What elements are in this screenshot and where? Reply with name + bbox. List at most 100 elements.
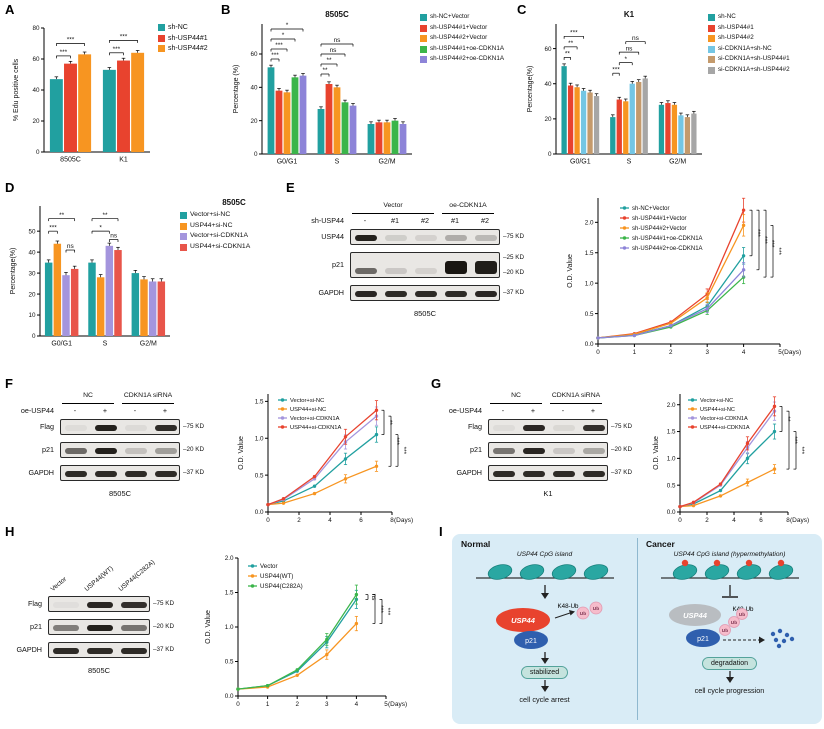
- legend-label: sh-USP44#1+oe-CDKN1A: [430, 44, 505, 52]
- lane-group-label: Vector: [352, 202, 434, 214]
- sig-label: ns: [632, 35, 640, 42]
- lane-group-label: CDKN1A siRNA: [550, 392, 602, 404]
- y-tick-label: 1.0: [585, 280, 594, 287]
- sig-label: *: [286, 22, 289, 29]
- legend-label: sh-USP44#1: [718, 23, 754, 31]
- p21-label: p21: [525, 638, 537, 645]
- legend-item: Vector+si-CDKN1A: [180, 232, 250, 240]
- y-tick-label: 60: [544, 46, 552, 53]
- lane-label: #2: [481, 216, 489, 225]
- y-axis-title: O.D. Value: [653, 436, 660, 470]
- protein-band: [384, 291, 408, 297]
- legend-label: USP44+si-NC: [290, 407, 326, 413]
- down-arrow-icon: [540, 585, 549, 599]
- protein-band: [354, 291, 378, 297]
- protein-label: GAPDH: [318, 288, 344, 297]
- x-category-label: G2/M: [378, 159, 395, 166]
- degradation-box: degradation: [702, 657, 757, 670]
- bar: [642, 78, 648, 154]
- legend-swatch-dot: [250, 584, 255, 588]
- lane-label: -: [133, 406, 137, 415]
- x-axis-title: (Days): [790, 517, 809, 524]
- y-tick-label: 1.5: [225, 590, 234, 597]
- legend-label: USP44+si-CDKN1A: [290, 425, 342, 431]
- molecular-weight-marker: –37 KD: [611, 469, 633, 476]
- data-point: [265, 683, 270, 688]
- legend-item: si-CDKN1A+sh-USP44#1: [708, 56, 790, 63]
- x-tick-label: 4: [328, 517, 332, 524]
- legend-swatch-dot: [690, 425, 695, 429]
- legend-item: si-CDKN1A+sh-USP44#2: [708, 66, 790, 74]
- legend-label: Vector+si-NC: [700, 398, 733, 404]
- x-category-label: K1: [119, 157, 128, 164]
- cell-line-label: 8505C: [87, 666, 111, 675]
- legend-label: si-CDKN1A+sh-NC: [718, 44, 772, 52]
- x-tick-label: 5: [384, 701, 388, 708]
- legend-label: Vector+si-CDKN1A: [290, 416, 340, 422]
- blot-strip: [48, 596, 150, 612]
- molecular-weight-marker: –20 KD: [611, 446, 633, 453]
- ubiquitin-icon: [576, 606, 589, 620]
- data-point: [678, 504, 682, 509]
- cell-line-label: 8505C: [413, 309, 437, 318]
- panel-label-C: C: [517, 2, 527, 17]
- usp44-label: USP44: [511, 616, 536, 625]
- lane-label-diagonal: USP44(WT): [83, 565, 115, 593]
- bar: [391, 120, 399, 154]
- blot-strip: [488, 465, 608, 481]
- legend-swatch-dot: [280, 398, 285, 402]
- legend-swatch: [708, 56, 715, 63]
- protein-band: [64, 471, 88, 477]
- lane-group-label: NC: [62, 392, 114, 404]
- y-tick-label: 0.5: [667, 482, 676, 489]
- lane-label: -: [73, 406, 77, 415]
- protein-band: [53, 602, 79, 608]
- bar: [623, 101, 629, 154]
- p21-label: p21: [697, 636, 709, 643]
- legend-swatch-dot: [280, 407, 285, 411]
- y-tick-label: 60: [32, 56, 40, 63]
- protein-label: USP44: [321, 232, 344, 241]
- legend-label: sh-USP44#2+oe-CDKN1A: [632, 246, 703, 252]
- blot-strip: [60, 442, 180, 458]
- bar: [64, 63, 77, 152]
- legend-swatch-dot: [622, 216, 627, 220]
- x-tick-label: 0: [678, 517, 682, 524]
- normal-cpg-label: USP44 CpG island: [516, 551, 573, 558]
- molecular-weight-marker: –25 KD: [503, 254, 525, 261]
- legend-label: sh-USP44#2: [718, 34, 754, 42]
- y-axis-title: O.D. Value: [205, 610, 212, 644]
- legend-swatch-dot: [250, 574, 255, 578]
- legend-swatch-dot: [622, 236, 627, 240]
- bar: [691, 113, 697, 154]
- legend-label: sh-USP44#2+Vector: [430, 34, 488, 42]
- data-point: [295, 668, 299, 672]
- bar: [44, 262, 53, 336]
- legend-item: sh-NC: [708, 14, 790, 21]
- x-tick-label: 8: [390, 517, 394, 524]
- panel-label-F: F: [5, 376, 13, 391]
- y-axis-title: O.D. Value: [238, 436, 245, 470]
- bar: [587, 92, 593, 154]
- series-line: [237, 623, 357, 690]
- legend-label: sh-NC: [718, 13, 736, 21]
- legend-item: Vector+si-NC: [180, 211, 250, 219]
- legend-swatch-dot: [622, 246, 627, 250]
- p21-oval: [513, 631, 548, 649]
- protein-band: [154, 471, 178, 477]
- bar: [283, 92, 291, 154]
- blot-strip: [350, 229, 500, 245]
- protein-band: [414, 235, 438, 241]
- legend-swatch: [708, 35, 715, 42]
- y-tick-label: 0.0: [667, 509, 676, 516]
- molecular-weight-marker: –37 KD: [503, 289, 525, 296]
- bar: [78, 54, 92, 152]
- legend-label: sh-USP44#1: [168, 34, 208, 42]
- protein-band: [121, 625, 147, 631]
- y-tick-label: 0.0: [255, 509, 264, 516]
- x-tick-label: 0: [266, 517, 270, 524]
- protein-band: [492, 425, 516, 431]
- bar: [96, 277, 105, 336]
- panel-D-legend: Vector+si-NC USP44+si-NC Vector+si-CDKN1A U…: [180, 211, 250, 254]
- arrowhead-icon: [568, 610, 575, 616]
